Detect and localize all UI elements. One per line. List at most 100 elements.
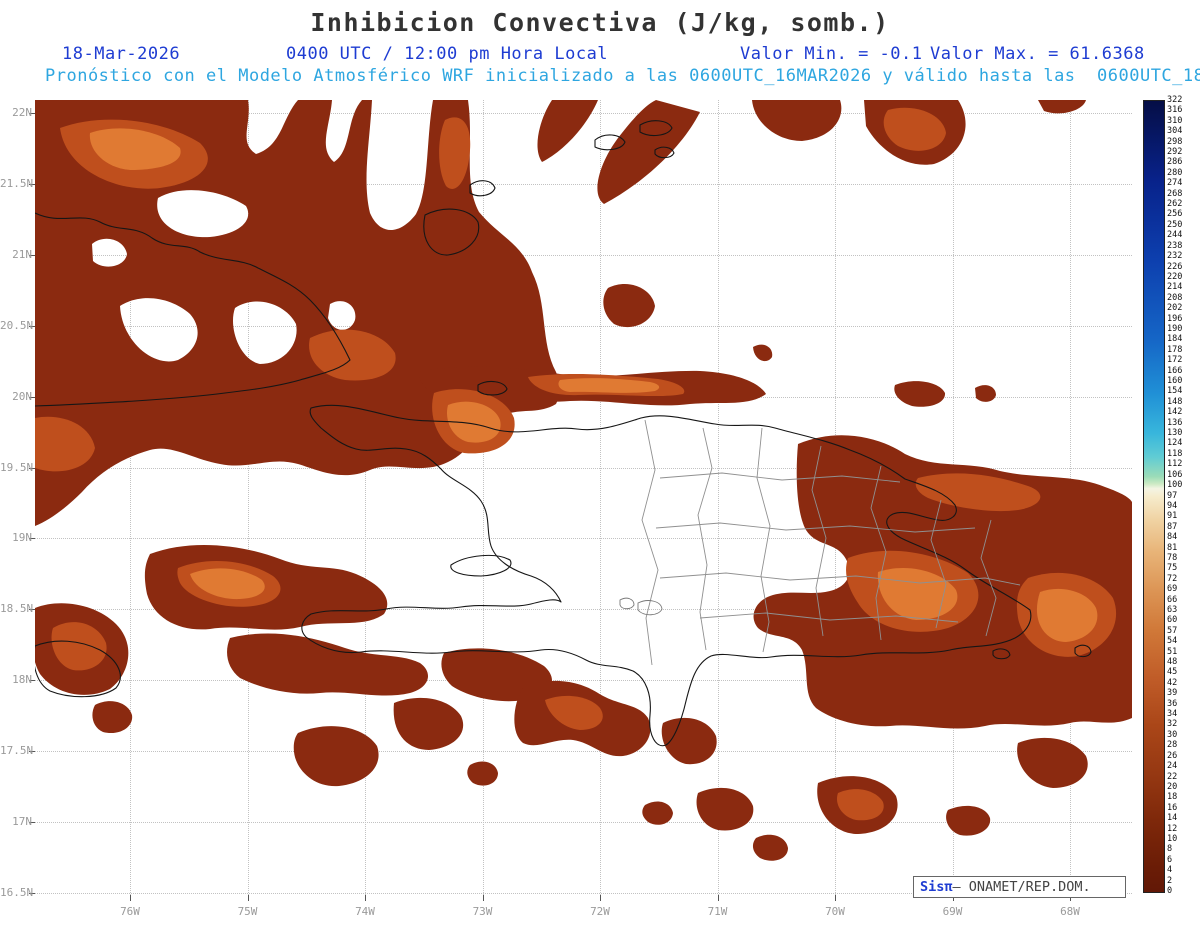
- lat-label: 20N: [12, 389, 32, 403]
- lat-gridline: [35, 325, 1132, 327]
- colorbar-label: 84: [1167, 531, 1178, 542]
- colorbar-label: 190: [1167, 323, 1183, 334]
- cin-shading-bright: [89, 128, 1098, 642]
- lat-gridline: [35, 538, 1132, 540]
- colorbar-label: 130: [1167, 427, 1183, 438]
- colorbar-label: 220: [1167, 271, 1183, 282]
- lon-gridline: [365, 100, 366, 895]
- colorbar-label: 172: [1167, 354, 1183, 365]
- colorbar-label: 202: [1167, 302, 1183, 313]
- colorbar-label: 32: [1167, 719, 1178, 730]
- lon-tick: [835, 895, 836, 901]
- lat-label: 17N: [12, 815, 32, 829]
- lon-tick: [130, 895, 131, 901]
- cin-shading: [35, 100, 1132, 861]
- colorbar-label: 286: [1167, 157, 1183, 168]
- colorbar-label: 22: [1167, 771, 1178, 782]
- lon-tick: [1070, 895, 1071, 901]
- attribution-box: Sisπ — ONAMET/REP.DOM.: [913, 876, 1126, 898]
- colorbar-label: 304: [1167, 125, 1183, 136]
- colorbar-label: 66: [1167, 594, 1178, 605]
- colorbar-label: 69: [1167, 583, 1178, 594]
- lat-gridline: [35, 254, 1132, 256]
- lon-tick: [247, 895, 249, 901]
- lat-gridline: [35, 751, 1132, 753]
- lat-gridline: [35, 396, 1132, 398]
- lon-label: 76W: [120, 905, 140, 918]
- colorbar-label: 10: [1167, 833, 1178, 844]
- lat-label: 18.5N: [0, 602, 34, 616]
- colorbar-label: 34: [1167, 708, 1178, 719]
- lon-label: 72W: [590, 905, 610, 918]
- lon-label: 69W: [942, 905, 963, 918]
- colorbar-label: 60: [1167, 615, 1178, 626]
- lat-tick: [29, 538, 35, 540]
- colorbar-label: 14: [1167, 812, 1178, 823]
- lon-gridline: [1070, 100, 1071, 895]
- colorbar-label: 214: [1167, 282, 1183, 293]
- model-forecast-line: Pronóstico con el Modelo Atmosférico WRF…: [45, 66, 1200, 86]
- coastlines: [35, 120, 1092, 747]
- forecast-time: 0400 UTC / 12:00 pm Hora Local: [286, 44, 609, 64]
- colorbar-label: 36: [1167, 698, 1178, 709]
- colorbar-label: 262: [1167, 198, 1183, 209]
- lon-gridline: [482, 100, 484, 895]
- colorbar-label: 48: [1167, 656, 1178, 667]
- value-min-label: Valor Min. = -0.1: [740, 44, 923, 64]
- lat-label: 21.5N: [0, 176, 34, 190]
- lon-tick: [600, 895, 601, 901]
- lon-gridline: [247, 100, 249, 895]
- colorbar-label: 274: [1167, 178, 1183, 188]
- lon-gridline: [130, 100, 131, 895]
- lat-tick: [29, 113, 35, 114]
- lat-gridline: [35, 467, 1132, 469]
- lat-tick: [29, 467, 35, 469]
- colorbar-label: 226: [1167, 261, 1183, 272]
- colorbar-label: 2: [1167, 875, 1173, 886]
- lon-tick: [717, 895, 719, 901]
- colorbar-label: 268: [1167, 188, 1183, 199]
- colorbar-label: 154: [1167, 386, 1183, 397]
- lat-gridline: [35, 680, 1132, 682]
- colorbar-label: 148: [1167, 396, 1183, 407]
- colorbar-label: 256: [1167, 209, 1183, 220]
- colorbar-label: 97: [1167, 490, 1178, 501]
- lon-tick: [952, 895, 954, 901]
- colorbar-label: 244: [1167, 230, 1183, 241]
- lon-label: 71W: [707, 905, 728, 918]
- lat-label: 19.5N: [0, 460, 34, 474]
- lat-gridline: [35, 892, 1132, 894]
- colorbar-label: 39: [1167, 688, 1178, 698]
- lat-tick: [29, 680, 35, 682]
- lat-label: 21N: [12, 247, 32, 261]
- colorbar-label: 91: [1167, 511, 1178, 522]
- colorbar-label: 0: [1167, 885, 1173, 896]
- colorbar-label: 42: [1167, 677, 1178, 688]
- lat-label: 19N: [12, 531, 32, 545]
- province-borders: [641, 419, 1021, 666]
- colorbar-label: 87: [1167, 521, 1178, 532]
- colorbar: [1143, 100, 1165, 893]
- colorbar-label: 112: [1167, 459, 1183, 470]
- lat-tick: [29, 751, 35, 753]
- colorbar-label: 6: [1167, 854, 1173, 865]
- colorbar-label: 232: [1167, 250, 1183, 261]
- colorbar-label: 238: [1167, 240, 1183, 251]
- lat-gridline: [35, 609, 1132, 611]
- colorbar-label: 94: [1167, 500, 1178, 511]
- colorbar-label: 51: [1167, 646, 1178, 657]
- colorbar-label: 142: [1167, 406, 1183, 417]
- colorbar-label: 81: [1167, 542, 1178, 553]
- colorbar-label: 75: [1167, 563, 1178, 574]
- colorbar-label: 136: [1167, 417, 1183, 428]
- lon-label: 68W: [1060, 905, 1080, 918]
- colorbar-label: 208: [1167, 292, 1183, 303]
- colorbar-label: 196: [1167, 313, 1183, 324]
- lake-outlines: [619, 597, 663, 616]
- lat-gridline: [35, 113, 1132, 114]
- colorbar-label: 160: [1167, 375, 1183, 386]
- colorbar-label: 12: [1167, 823, 1178, 834]
- colorbar-label: 63: [1167, 604, 1178, 615]
- colorbar-label: 322: [1167, 94, 1183, 105]
